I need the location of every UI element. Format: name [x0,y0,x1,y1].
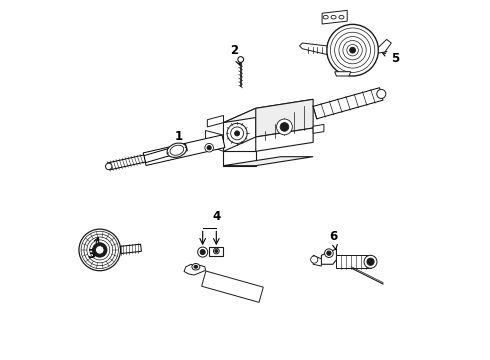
Polygon shape [184,264,205,275]
Ellipse shape [207,145,211,150]
Ellipse shape [280,123,289,131]
Ellipse shape [205,143,214,152]
Ellipse shape [170,145,184,155]
Ellipse shape [192,264,200,270]
Ellipse shape [367,258,374,265]
Ellipse shape [238,57,244,62]
Polygon shape [337,255,370,268]
Polygon shape [313,88,383,119]
Polygon shape [209,247,223,256]
Ellipse shape [227,123,247,143]
Polygon shape [223,157,313,166]
Ellipse shape [214,248,219,254]
Ellipse shape [339,37,366,64]
Ellipse shape [200,249,205,255]
Polygon shape [313,125,324,134]
Ellipse shape [350,47,355,53]
Ellipse shape [335,32,370,68]
Polygon shape [256,128,313,151]
Text: 4: 4 [212,210,220,223]
Ellipse shape [339,15,344,19]
Ellipse shape [327,251,331,255]
Polygon shape [321,249,337,264]
Polygon shape [313,255,321,266]
Polygon shape [335,72,351,76]
Text: 1: 1 [174,130,183,151]
Text: 6: 6 [329,230,338,249]
Text: 2: 2 [230,44,241,65]
Polygon shape [108,155,146,170]
Ellipse shape [311,256,318,263]
Ellipse shape [93,243,107,257]
Ellipse shape [84,234,116,266]
Ellipse shape [327,24,378,76]
Polygon shape [223,151,256,166]
Text: 5: 5 [382,51,399,64]
Ellipse shape [194,265,197,268]
Ellipse shape [90,240,110,260]
Ellipse shape [87,237,113,263]
Ellipse shape [377,89,386,98]
Polygon shape [144,144,187,163]
Ellipse shape [324,249,333,257]
Polygon shape [223,99,313,123]
Polygon shape [223,108,256,151]
Ellipse shape [231,127,244,140]
Ellipse shape [343,41,362,60]
Polygon shape [120,244,142,253]
Ellipse shape [347,44,358,56]
Ellipse shape [331,15,336,19]
Polygon shape [207,116,223,127]
Ellipse shape [197,247,208,257]
Ellipse shape [96,246,104,254]
Ellipse shape [81,231,119,269]
Ellipse shape [235,131,240,136]
Text: 3: 3 [87,238,98,261]
Ellipse shape [105,163,112,170]
Polygon shape [201,271,263,302]
Polygon shape [322,10,347,24]
Polygon shape [205,131,223,151]
Polygon shape [143,135,225,166]
Ellipse shape [167,143,187,157]
Ellipse shape [79,229,121,271]
Ellipse shape [323,15,328,19]
Polygon shape [378,40,392,53]
Ellipse shape [215,249,218,252]
Ellipse shape [276,119,293,135]
Polygon shape [256,99,313,137]
Polygon shape [299,43,327,54]
Ellipse shape [364,255,377,268]
Ellipse shape [330,28,375,72]
